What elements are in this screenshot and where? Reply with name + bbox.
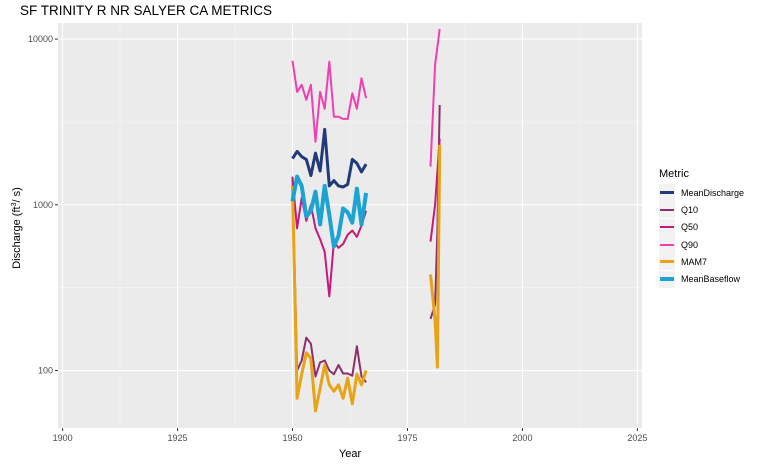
legend-item-MeanBaseflow: MeanBaseflow [659,270,744,288]
legend-label: MeanDischarge [681,187,745,198]
x-tick-label: 1975 [397,433,417,443]
x-tick-label: 2025 [627,433,647,443]
x-axis-label: Year [339,448,362,460]
legend-key [659,201,675,219]
grid-major [58,23,642,428]
x-axis: 1900 1925 1950 1975 2000 2025 [53,428,647,443]
series-MeanDischarge [291,127,368,189]
y-tick-label: 1000 [33,200,53,210]
y-axis-label-main: Discharge (ft [11,206,23,268]
legend: Metric MeanDischarge Q10 Q50 Q90 MAM7 MeanBas… [659,168,744,288]
y-axis-label: Discharge (ft3/ s) [11,187,23,269]
legend-title: Metric [659,168,689,180]
legend-label: Q10 [681,204,699,215]
legend-label: MAM7 [681,256,708,267]
legend-item-Q90: Q90 [659,236,744,254]
legend-item-Q50: Q50 [659,218,744,236]
legend-item-MAM7: MAM7 [659,253,744,271]
x-tick-label: 1925 [168,433,188,443]
legend-label: Q90 [681,239,699,250]
legend-key [659,184,675,202]
x-tick-label: 1950 [283,433,303,443]
x-tick-label: 1900 [53,433,73,443]
legend-label: MeanBaseflow [681,274,741,285]
legend-key [659,253,675,271]
y-axis-label-superscript: 3 [11,202,18,206]
legend-item-MeanDischarge: MeanDischarge [659,184,745,202]
legend-key [659,270,675,288]
legend-label: Q50 [681,222,699,233]
y-tick-label: 10000 [28,34,53,44]
series-layer [290,28,442,413]
legend-item-Q10: Q10 [659,201,744,219]
y-axis: 100 1000 10000 [28,34,58,376]
series-MAM7 [291,144,442,413]
x-tick-label: 2000 [512,433,532,443]
y-tick-label: 100 [38,366,53,376]
legend-key [659,218,675,236]
series-Q90 [291,28,441,167]
legend-key [659,236,675,254]
grid-minor [58,23,642,428]
series-MeanBaseflow [290,174,369,249]
y-axis-label-end: / s) [11,187,23,202]
chart-title: SF TRINITY R NR SALYER CA METRICS [20,3,273,18]
legend-items: MeanDischarge Q10 Q50 Q90 MAM7 MeanBaseflow [659,184,744,288]
